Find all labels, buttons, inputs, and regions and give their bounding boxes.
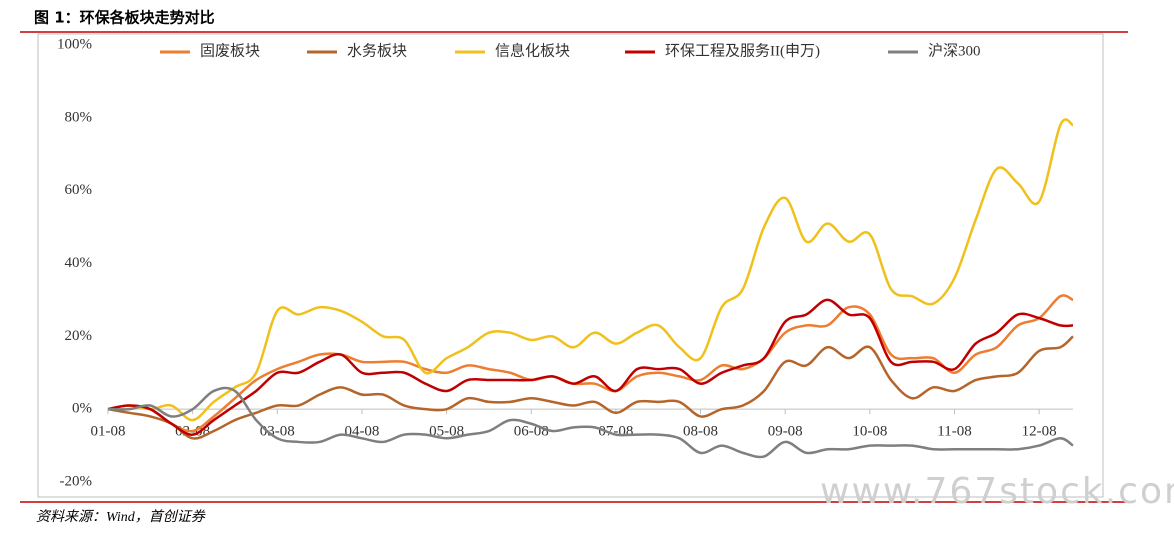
series-line [107, 335, 1074, 440]
chart-title: 图 1：环保各板块走势对比 [34, 9, 215, 27]
legend-label: 环保工程及服务II(申万) [665, 42, 820, 59]
legend-label: 信息化板块 [495, 41, 570, 59]
y-tick-label: 40% [65, 255, 93, 271]
legend-label: 固废板块 [200, 41, 260, 59]
plot-frame [37, 33, 1104, 498]
series-line [107, 298, 1074, 436]
x-tick-label: 12-08 [1022, 424, 1057, 440]
x-tick-label: 05-08 [429, 424, 464, 440]
y-tick-label: -20% [60, 473, 93, 489]
legend-label: 沪深300 [928, 42, 981, 59]
series-line [107, 294, 1074, 433]
source: 资料来源：Wind，首创证券 [36, 509, 206, 525]
series-line [107, 118, 1074, 422]
series-line [107, 386, 1074, 459]
x-tick-label: 08-08 [683, 424, 718, 440]
x-tick-label: 10-08 [852, 424, 887, 440]
y-tick-label: 80% [65, 109, 93, 125]
x-tick-label: 09-08 [768, 424, 803, 440]
y-tick-label: 60% [65, 182, 93, 198]
x-tick-label: 01-08 [91, 424, 126, 440]
y-tick-label: 0% [72, 401, 92, 417]
legend-label: 水务板块 [347, 41, 407, 59]
y-tick-label: 20% [65, 328, 93, 344]
y-tick-label: 100% [57, 36, 92, 52]
x-tick-label: 03-08 [260, 424, 295, 440]
watermark: www.767stock.com [820, 471, 1174, 512]
x-tick-label: 11-08 [937, 424, 971, 440]
x-tick-label: 06-08 [514, 424, 549, 440]
